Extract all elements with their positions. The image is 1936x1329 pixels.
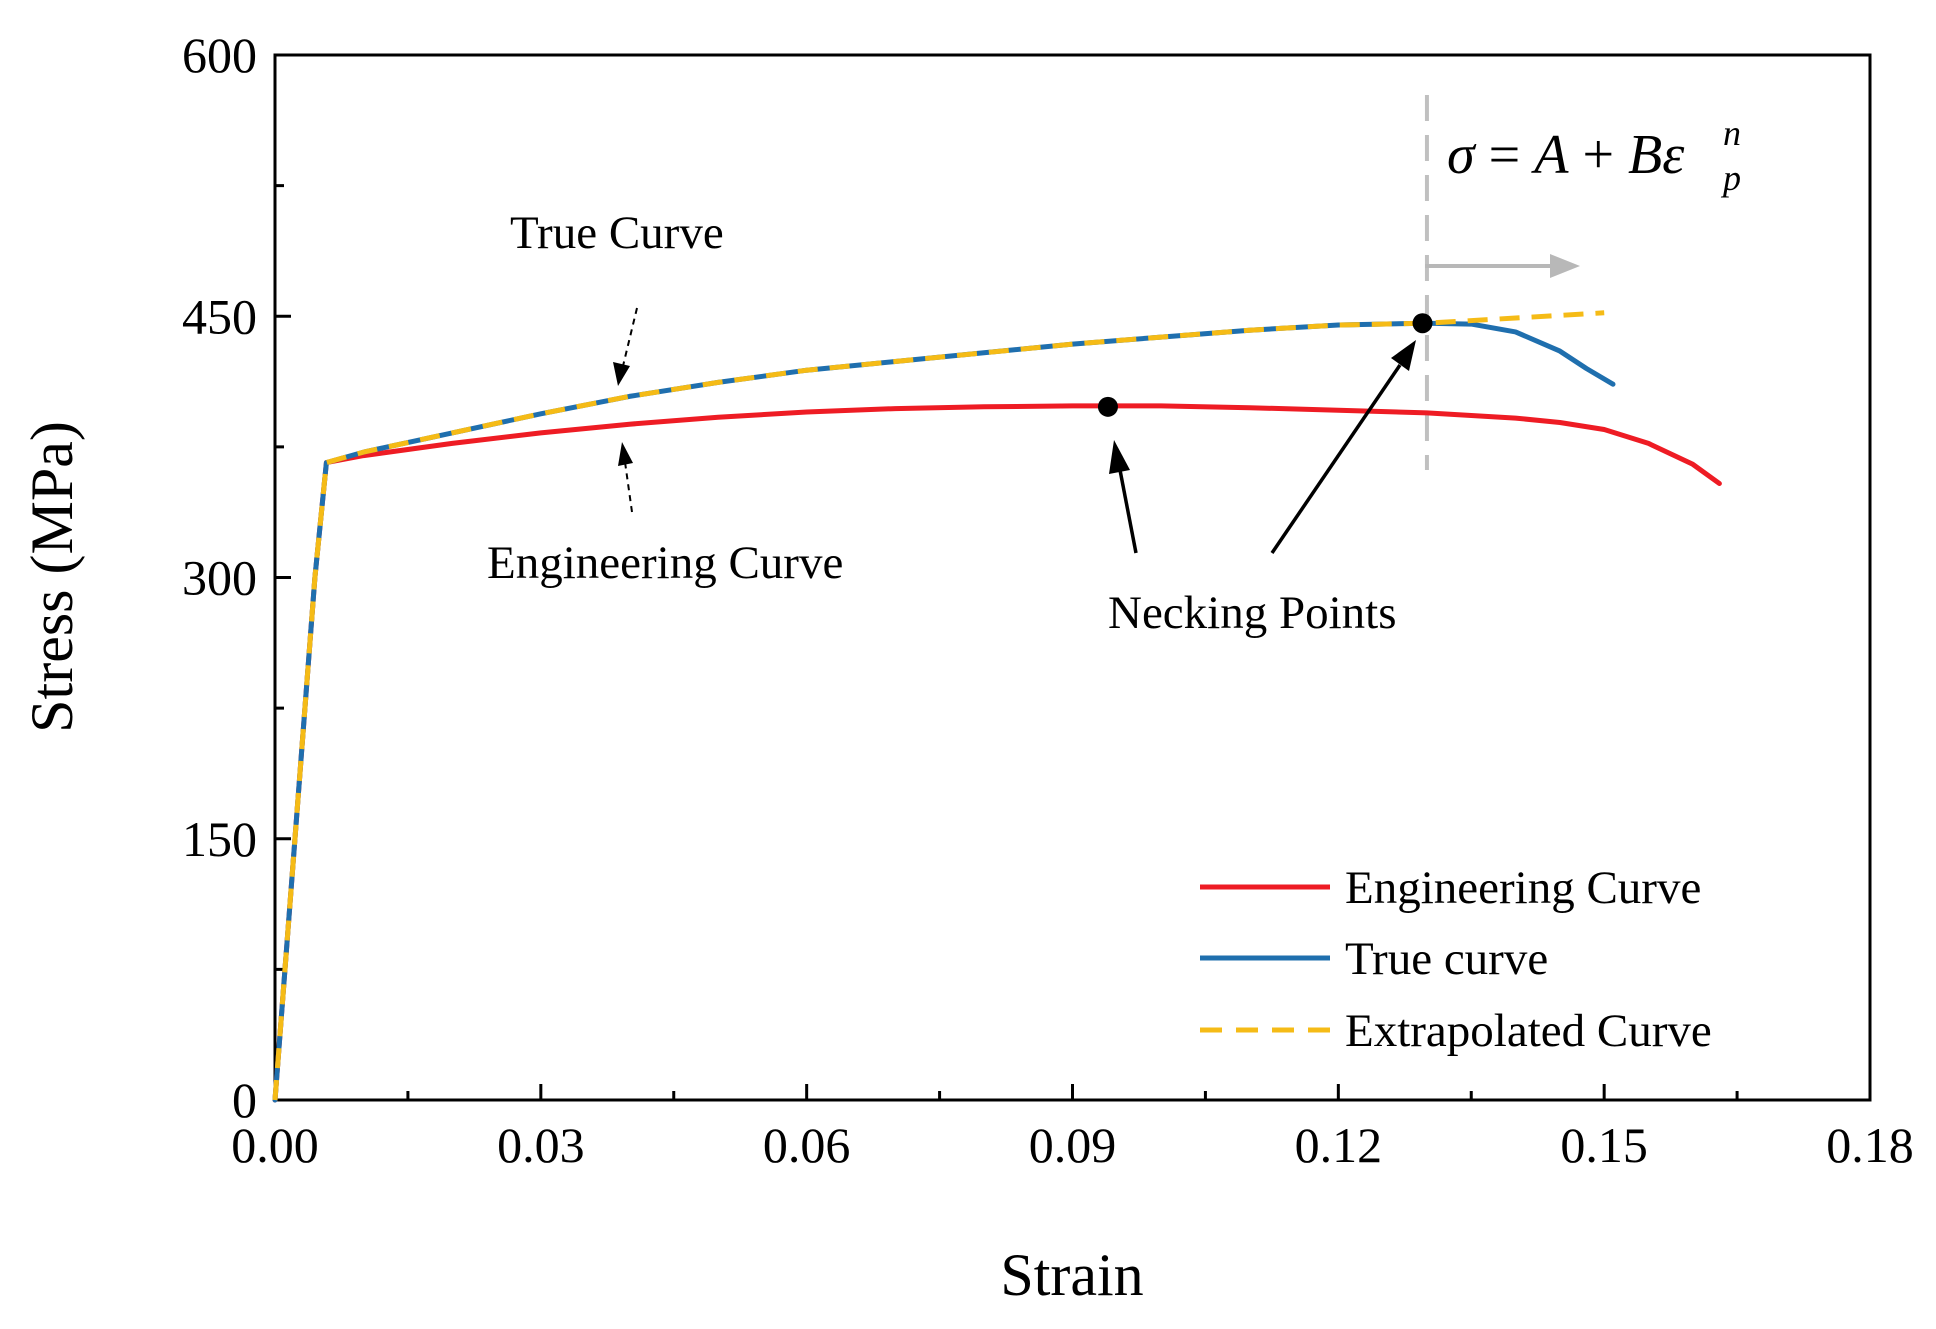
arrow-necking-point-true [1270, 340, 1416, 554]
y-tick-label: 450 [182, 288, 257, 344]
x-axis-ticks: 0.00 0.03 0.06 0.09 0.12 0.15 0.18 [231, 1084, 1914, 1173]
y-tick-label: 300 [182, 550, 257, 606]
series-extrapolated-curve [272, 310, 1605, 1101]
legend: Engineering Curve True curve Extrapolate… [1200, 862, 1712, 1057]
series-engineering-curve [272, 403, 1722, 1103]
necking-points-layer [1097, 313, 1433, 417]
formula-b: B [1628, 124, 1662, 186]
annotation-true-curve: True Curve [510, 207, 724, 259]
legend-label-true: True curve [1345, 933, 1548, 985]
series-layer [272, 310, 1722, 1103]
extrapolation-arrow [1425, 254, 1580, 278]
annotation-necking-points: Necking Points [1108, 587, 1397, 639]
y-axis-ticks: 0 150 300 450 600 [182, 27, 291, 1128]
y-axis-title: Stress (MPa) [19, 421, 85, 733]
formula-superscript: n [1723, 113, 1741, 153]
x-tick-label: 0.12 [1295, 1117, 1383, 1173]
necking-point-engineering [1097, 396, 1118, 417]
formula-equals: = [1475, 124, 1535, 186]
legend-label-engineering: Engineering Curve [1345, 862, 1701, 914]
necking-point-true [1412, 313, 1433, 334]
legend-label-extrapolated: Extrapolated Curve [1345, 1005, 1712, 1057]
x-axis-title: Strain [1000, 1242, 1143, 1308]
formula-plus: + [1568, 124, 1628, 186]
y-tick-label: 600 [182, 27, 257, 83]
x-tick-label: 0.03 [497, 1117, 585, 1173]
formula-epsilon: ε [1662, 124, 1685, 186]
formula-text: σ = A + Bε [1447, 124, 1685, 186]
x-tick-label: 0.09 [1029, 1117, 1117, 1173]
annotation-engineering-curve: Engineering Curve [487, 537, 843, 589]
formula-subscript: p [1720, 158, 1741, 198]
x-tick-label: 0.06 [763, 1117, 851, 1173]
x-tick-label: 0.00 [231, 1117, 319, 1173]
x-tick-label: 0.18 [1826, 1117, 1914, 1173]
y-tick-label: 150 [182, 811, 257, 867]
arrow-true-curve [613, 307, 638, 386]
arrow-engineering-curve [618, 442, 633, 513]
formula-a: A [1530, 124, 1569, 186]
y-tick-label: 0 [232, 1072, 257, 1128]
formula-sigma: σ [1447, 124, 1477, 186]
arrow-necking-point-engineering [1109, 440, 1138, 554]
x-tick-label: 0.15 [1560, 1117, 1648, 1173]
